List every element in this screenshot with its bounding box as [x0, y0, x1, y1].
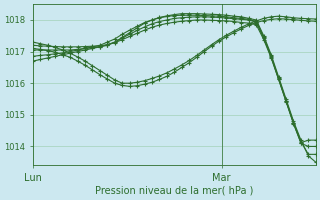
X-axis label: Pression niveau de la mer( hPa ): Pression niveau de la mer( hPa ) [95, 186, 253, 196]
